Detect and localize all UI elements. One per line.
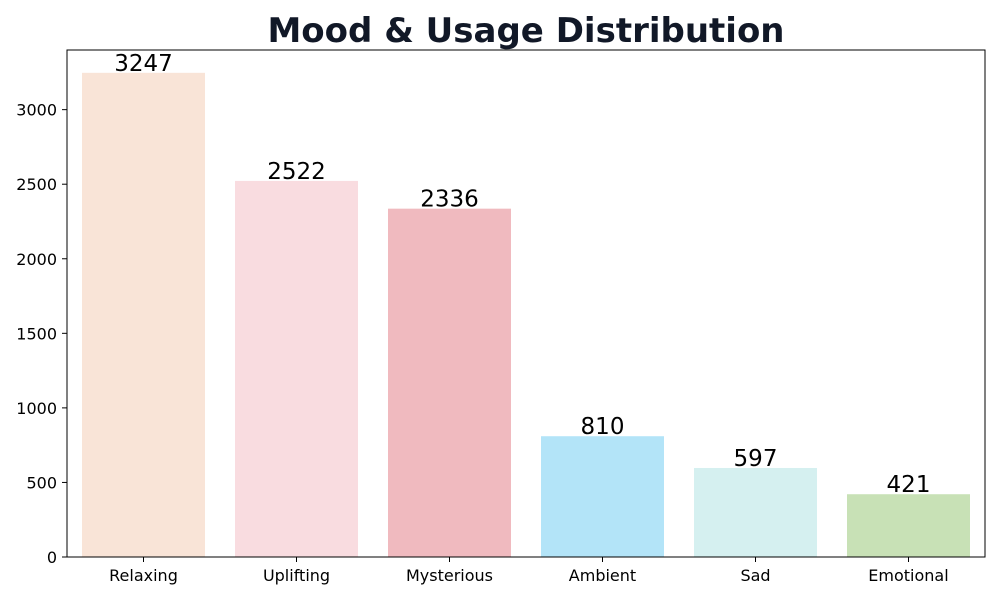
data-label-sad: 597 [734, 446, 778, 472]
y-tick-label-2000: 2000 [16, 250, 57, 269]
bar-ambient [541, 436, 664, 557]
y-tick-label-500: 500 [26, 473, 57, 492]
bar-sad [694, 467, 817, 557]
x-axis: Relaxing Uplifting Mysterious Ambient Sad Emo… [109, 557, 949, 585]
y-tick-label-2500: 2500 [16, 175, 57, 194]
plot-area-frame [66, 49, 986, 558]
bars-layer [82, 72, 970, 557]
y-tick-label-1500: 1500 [16, 324, 57, 343]
x-tick-label-emotional: Emotional [868, 566, 948, 585]
data-labels-layer: 3247 2522 2336 810 597 421 [114, 51, 930, 498]
data-label-emotional: 421 [887, 472, 931, 498]
x-tick-label-uplifting: Uplifting [263, 566, 330, 585]
data-label-ambient: 810 [581, 414, 625, 440]
data-label-mysterious: 2336 [420, 187, 479, 213]
x-tick-label-relaxing: Relaxing [109, 566, 178, 585]
x-tick-label-sad: Sad [740, 566, 770, 585]
bar-relaxing [82, 72, 205, 557]
bar-emotional [847, 494, 970, 557]
y-axis: 0 500 1000 1500 2000 2500 3000 [16, 101, 67, 567]
y-tick-label-3000: 3000 [16, 101, 57, 120]
y-tick-label-0: 0 [47, 548, 57, 567]
x-tick-label-ambient: Ambient [569, 566, 636, 585]
data-label-relaxing: 3247 [114, 51, 173, 77]
chart-title: Mood & Usage Distribution [267, 11, 784, 51]
y-tick-label-1000: 1000 [16, 399, 57, 418]
bar-uplifting [235, 180, 358, 557]
data-label-uplifting: 2522 [267, 159, 326, 185]
x-tick-label-mysterious: Mysterious [406, 566, 493, 585]
bar-mysterious [388, 208, 511, 557]
